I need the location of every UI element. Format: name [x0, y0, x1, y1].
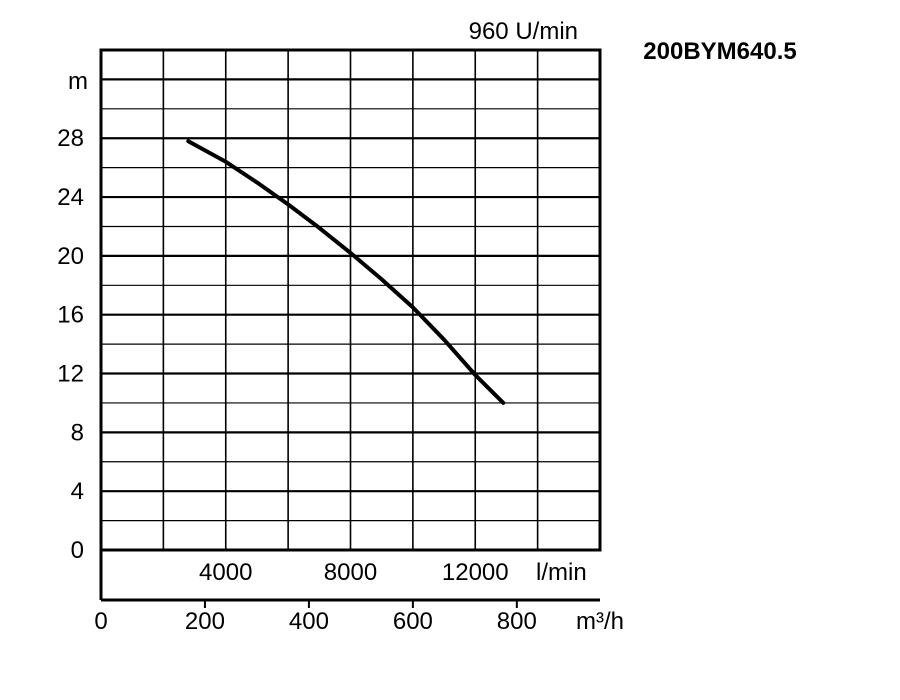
y-tick-label: 16 [57, 302, 84, 329]
m3h-tick-label: 0 [94, 608, 107, 635]
m3h-tick-marks [203, 600, 518, 608]
lpm-tick-label: 12000 [442, 559, 509, 586]
lpm-tick-labels: 4000 8000 12000 [199, 559, 509, 586]
m3h-tick-label: 200 [185, 608, 225, 635]
m3h-tick-label: 800 [497, 608, 537, 635]
y-tick-label: 28 [57, 125, 84, 152]
y-axis-unit: m [68, 68, 88, 95]
lpm-tick-label: 8000 [324, 559, 377, 586]
lpm-unit-label: l/min [536, 559, 587, 586]
chart-title: 200BYM640.5 [643, 38, 796, 65]
chart-grid [101, 50, 600, 550]
m3h-tick-labels: 0 200 400 600 800 [94, 608, 537, 635]
speed-label: 960 U/min [469, 18, 578, 45]
m3h-tick-label: 400 [289, 608, 329, 635]
y-tick-label: 12 [57, 361, 84, 388]
y-tick-label: 24 [57, 184, 84, 211]
y-tick-label: 4 [71, 478, 84, 505]
y-tick-label: 20 [57, 243, 84, 270]
plot-frame [99, 48, 602, 552]
y-tick-labels: 0 4 8 12 16 20 24 28 [57, 125, 84, 564]
series-line [186, 139, 506, 405]
m3h-unit-label: m³/h [576, 608, 624, 635]
lpm-tick-label: 4000 [199, 559, 252, 586]
y-tick-label: 8 [71, 419, 84, 446]
y-tick-label: 0 [71, 537, 84, 564]
m3h-tick-label: 600 [393, 608, 433, 635]
